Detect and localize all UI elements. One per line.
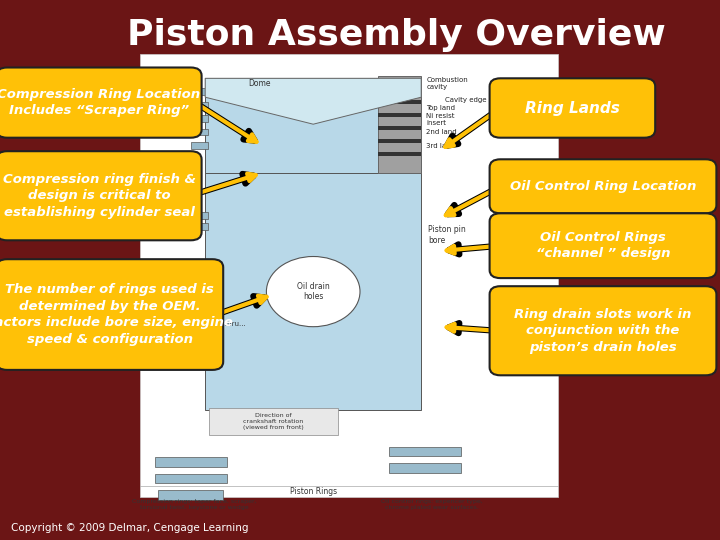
Text: Ring drain slots work in
conjunction with the
piston’s drain holes: Ring drain slots work in conjunction wit…	[514, 308, 692, 354]
Bar	[378, 139, 421, 143]
Bar	[378, 100, 421, 104]
Text: Cavity edge: Cavity edge	[445, 97, 487, 103]
Bar	[155, 474, 227, 483]
Text: 2nd land: 2nd land	[426, 129, 457, 136]
Text: Oil Control Ring Location: Oil Control Ring Location	[510, 180, 696, 193]
Bar	[140, 54, 558, 497]
Bar	[191, 115, 208, 122]
Bar	[378, 113, 421, 117]
Bar	[191, 102, 208, 108]
Text: Copyright © 2009 Delmar, Cengage Learning: Copyright © 2009 Delmar, Cengage Learnin…	[11, 523, 248, 533]
Bar	[155, 457, 227, 467]
Bar	[158, 490, 223, 500]
Bar	[389, 463, 461, 472]
Bar	[378, 76, 421, 173]
Bar	[378, 152, 421, 156]
Bar	[191, 129, 208, 135]
Text: Compression ring finish &
design is critical to
establishing cylinder seal: Compression ring finish & design is crit…	[2, 173, 196, 219]
Text: Combustion
cavity: Combustion cavity	[426, 77, 468, 90]
Text: Piston Rings: Piston Rings	[289, 487, 337, 496]
FancyBboxPatch shape	[0, 259, 223, 370]
Text: Oil Control Rings
“channel ” design: Oil Control Rings “channel ” design	[536, 231, 670, 260]
Text: Piston Assembly Overview: Piston Assembly Overview	[127, 18, 665, 52]
Bar	[191, 88, 208, 94]
Bar	[205, 78, 421, 173]
Bar	[378, 87, 421, 91]
Text: Oil control rings: expencer type,
chrome plated wear surfaces.: Oil control rings: expencer type, chrome…	[381, 500, 483, 510]
Text: Ring Lands: Ring Lands	[525, 100, 620, 116]
Bar	[378, 126, 421, 130]
Polygon shape	[205, 78, 421, 124]
Bar	[389, 447, 461, 456]
FancyBboxPatch shape	[490, 286, 716, 375]
Bar	[191, 142, 208, 149]
Text: Compression rings: taper face, scraper,
torsional twist, keystone or wedge: Compression rings: taper face, scraper, …	[132, 500, 257, 510]
Bar	[205, 173, 421, 410]
Text: Ni resist
insert: Ni resist insert	[426, 113, 455, 126]
Text: Top land: Top land	[426, 105, 455, 111]
Text: Piston pin
bore: Piston pin bore	[428, 225, 466, 245]
FancyBboxPatch shape	[490, 213, 716, 278]
Text: Dome: Dome	[248, 79, 271, 88]
Text: Majorthru...: Majorthru...	[205, 321, 246, 327]
Bar	[191, 212, 208, 219]
FancyBboxPatch shape	[490, 159, 716, 213]
FancyBboxPatch shape	[0, 68, 202, 138]
FancyBboxPatch shape	[490, 78, 655, 138]
Text: Oil drain
holes: Oil drain holes	[297, 282, 330, 301]
FancyBboxPatch shape	[0, 151, 202, 240]
Text: 3rd land: 3rd land	[426, 143, 455, 149]
Circle shape	[266, 256, 360, 327]
Bar	[191, 223, 208, 230]
Text: The number of rings used is
determined by the OEM.
Factors include bore size, en: The number of rings used is determined b…	[0, 284, 233, 346]
Bar	[209, 408, 338, 435]
Text: Compression Ring Location
Includes “Scraper Ring”: Compression Ring Location Includes “Scra…	[0, 88, 201, 117]
Text: Direction of
crankshaft rotation
(viewed from front): Direction of crankshaft rotation (viewed…	[243, 413, 304, 429]
